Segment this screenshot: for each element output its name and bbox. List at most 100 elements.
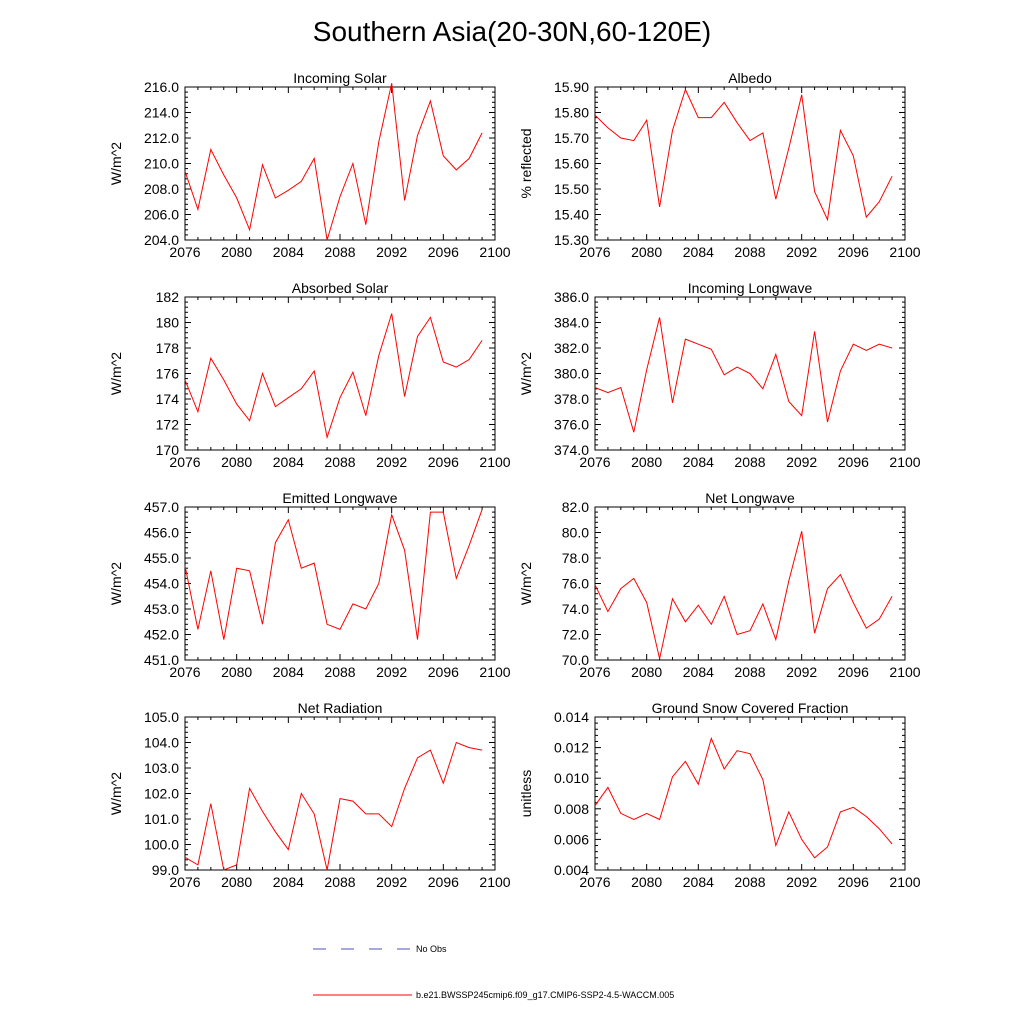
absorbed-solar-series-model (184, 313, 483, 440)
net-radiation-xtick-label: 2088 (324, 874, 355, 890)
absorbed-solar-ytick-label: 172 (156, 417, 180, 433)
incoming-solar-xtick-label: 2088 (324, 244, 355, 260)
incoming-longwave-ytick-label: 384.0 (554, 315, 589, 331)
net-radiation-ytick-label: 99.0 (152, 862, 179, 878)
albedo-ytick-label: 15.60 (554, 156, 589, 172)
ground-snow-covered-fraction-xtick-label: 2088 (734, 874, 765, 890)
emitted-longwave-xtick-label: 2088 (324, 664, 355, 680)
incoming-longwave-ytick-label: 382.0 (554, 340, 589, 356)
albedo-xtick-label: 2092 (786, 244, 817, 260)
albedo-xtick-label: 2088 (734, 244, 765, 260)
incoming-longwave-xtick-label: 2080 (631, 454, 662, 470)
albedo-xtick-label: 2096 (838, 244, 869, 260)
net-longwave-ytick-label: 80.0 (562, 525, 589, 541)
albedo-title: Albedo (728, 70, 772, 86)
emitted-longwave-xtick-label: 2076 (169, 664, 200, 680)
albedo-xtick-label: 2076 (579, 244, 610, 260)
emitted-longwave-xtick-label: 2100 (479, 664, 510, 680)
legend: No Obs b.e21.BWSSP245cmip6.f09_g17.CMIP6… (313, 944, 674, 1000)
absorbed-solar-ytick-label: 170 (156, 442, 180, 458)
incoming-longwave-xtick-label: 2084 (683, 454, 714, 470)
net-longwave-xtick-label: 2100 (889, 664, 920, 680)
ground-snow-covered-fraction-ytick-label: 0.010 (554, 770, 589, 786)
emitted-longwave-xtick-label: 2080 (221, 664, 252, 680)
absorbed-solar-xtick-label: 2080 (221, 454, 252, 470)
incoming-solar-xtick-label: 2100 (479, 244, 510, 260)
net-radiation-xtick-label: 2100 (479, 874, 510, 890)
incoming-longwave-xtick-label: 2076 (579, 454, 610, 470)
panel-net-radiation: Net Radiation W/m^2 2076 2080 2084 2088 2092 20… (108, 700, 511, 890)
net-radiation-xtick-label: 2092 (376, 874, 407, 890)
panels: Incoming Solar W/m^2 2076 2080 2084 2088 2092 2… (108, 70, 921, 890)
net-longwave-series-model (594, 531, 893, 659)
net-radiation-title: Net Radiation (298, 700, 383, 716)
incoming-solar-plot-frame (184, 86, 496, 241)
incoming-solar-ytick-label: 214.0 (144, 105, 179, 121)
emitted-longwave-ytick-label: 451.0 (144, 652, 179, 668)
incoming-longwave-ytick-label: 374.0 (554, 442, 589, 458)
net-radiation-ytick-label: 104.0 (144, 735, 179, 751)
albedo-ylabel: % reflected (518, 128, 534, 198)
albedo-ytick-label: 15.30 (554, 232, 589, 248)
albedo-xtick-label: 2100 (889, 244, 920, 260)
emitted-longwave-xtick-label: 2084 (273, 664, 304, 680)
ground-snow-covered-fraction-ytick-label: 0.008 (554, 801, 589, 817)
absorbed-solar-xtick-label: 2088 (324, 454, 355, 470)
net-longwave-ytick-label: 78.0 (562, 550, 589, 566)
emitted-longwave-plot-frame (184, 506, 496, 661)
ground-snow-covered-fraction-xtick-label: 2080 (631, 874, 662, 890)
net-longwave-xtick-label: 2080 (631, 664, 662, 680)
incoming-solar-ytick-label: 210.0 (144, 156, 179, 172)
absorbed-solar-xtick-label: 2092 (376, 454, 407, 470)
incoming-longwave-xtick-label: 2096 (838, 454, 869, 470)
albedo-ytick-label: 15.70 (554, 130, 589, 146)
net-longwave-ytick-label: 76.0 (562, 576, 589, 592)
ground-snow-covered-fraction-ylabel: unitless (518, 770, 534, 817)
ground-snow-covered-fraction-ytick-label: 0.004 (554, 862, 589, 878)
absorbed-solar-ytick-label: 176 (156, 366, 180, 382)
ground-snow-covered-fraction-xtick-label: 2076 (579, 874, 610, 890)
net-radiation-xtick-label: 2080 (221, 874, 252, 890)
net-longwave-ylabel: W/m^2 (518, 562, 534, 605)
absorbed-solar-ytick-label: 174 (156, 391, 180, 407)
panel-absorbed-solar: Absorbed Solar W/m^2 2076 2080 2084 2088 2092 2… (108, 280, 511, 470)
incoming-longwave-title: Incoming Longwave (688, 280, 813, 296)
emitted-longwave-ytick-label: 456.0 (144, 525, 179, 541)
incoming-solar-series-model (184, 83, 483, 241)
incoming-longwave-xtick-label: 2088 (734, 454, 765, 470)
emitted-longwave-ytick-label: 455.0 (144, 550, 179, 566)
albedo-ytick-label: 15.40 (554, 207, 589, 223)
incoming-solar-ytick-label: 216.0 (144, 79, 179, 95)
panel-net-longwave: Net Longwave W/m^2 2076 2080 2084 2088 2092 209… (518, 490, 921, 680)
absorbed-solar-ytick-label: 180 (156, 315, 180, 331)
emitted-longwave-title: Emitted Longwave (282, 490, 397, 506)
emitted-longwave-ytick-label: 453.0 (144, 601, 179, 617)
net-longwave-ytick-label: 82.0 (562, 499, 589, 515)
emitted-longwave-ytick-label: 452.0 (144, 627, 179, 643)
net-radiation-ytick-label: 105.0 (144, 709, 179, 725)
ground-snow-covered-fraction-title: Ground Snow Covered Fraction (652, 700, 849, 716)
incoming-solar-ytick-label: 208.0 (144, 181, 179, 197)
absorbed-solar-xtick-label: 2100 (479, 454, 510, 470)
net-longwave-xtick-label: 2084 (683, 664, 714, 680)
ground-snow-covered-fraction-ytick-label: 0.012 (554, 740, 589, 756)
net-radiation-xtick-label: 2096 (428, 874, 459, 890)
absorbed-solar-ytick-label: 182 (156, 289, 180, 305)
emitted-longwave-ytick-label: 454.0 (144, 576, 179, 592)
ground-snow-covered-fraction-plot-frame (594, 716, 906, 871)
panel-albedo: Albedo % reflected 2076 2080 2084 2088 2092 209… (518, 70, 921, 260)
net-radiation-ytick-label: 103.0 (144, 760, 179, 776)
net-longwave-ytick-label: 72.0 (562, 627, 589, 643)
emitted-longwave-xtick-label: 2092 (376, 664, 407, 680)
ground-snow-covered-fraction-series-model (594, 736, 893, 859)
net-longwave-title: Net Longwave (705, 490, 795, 506)
incoming-solar-xtick-label: 2096 (428, 244, 459, 260)
albedo-xtick-label: 2084 (683, 244, 714, 260)
incoming-solar-ytick-label: 204.0 (144, 232, 179, 248)
net-longwave-xtick-label: 2096 (838, 664, 869, 680)
albedo-plot-frame (594, 86, 906, 241)
incoming-solar-title: Incoming Solar (293, 70, 387, 86)
albedo-series-model (594, 88, 893, 222)
net-radiation-ytick-label: 101.0 (144, 811, 179, 827)
emitted-longwave-ytick-label: 457.0 (144, 499, 179, 515)
